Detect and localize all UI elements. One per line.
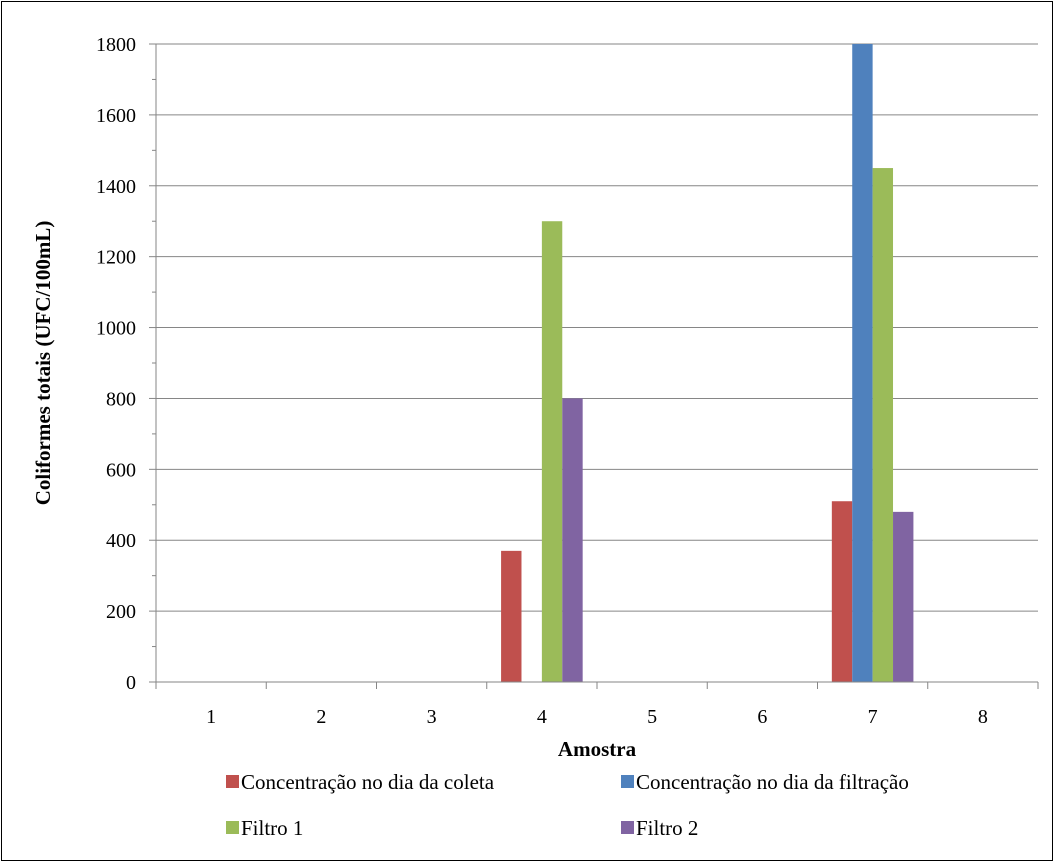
bar-filtro-2-4: [562, 398, 583, 682]
legend-swatch: [621, 775, 634, 788]
y-tick-label: 1400: [96, 176, 136, 198]
bar-filtro-1-7: [872, 168, 894, 683]
y-tick-label: 1200: [96, 247, 136, 269]
legend-label: Filtro 1: [241, 816, 303, 840]
legend-label: Concentração no dia da filtração: [636, 770, 909, 794]
x-tick-label: 1: [206, 706, 216, 728]
y-tick-label: 400: [106, 530, 136, 552]
x-tick-label: 8: [978, 706, 988, 728]
legend-item: Concentração no dia da filtração: [621, 770, 909, 794]
bar-filtro-2-7: [893, 511, 914, 682]
y-tick-label: 1600: [96, 105, 136, 127]
y-tick-label: 200: [106, 601, 136, 623]
bar-concentra-o-no-dia-da-coleta-4: [501, 550, 522, 682]
bar-concentra-o-no-dia-da-filtra-o-7: [852, 44, 873, 682]
legend-item: Filtro 1: [226, 816, 303, 840]
x-tick-label: 4: [537, 706, 547, 728]
legend-item: Filtro 2: [621, 816, 698, 840]
y-tick-label: 0: [126, 672, 136, 694]
x-tick-label: 3: [427, 706, 437, 728]
legend-swatch: [226, 775, 239, 788]
legend-label: Concentração no dia da coleta: [241, 770, 495, 794]
legend: Concentração no dia da coleta Concentraçã…: [226, 770, 909, 840]
y-axis-title: Coliformes totais (UFC/100mL): [31, 221, 55, 506]
x-tick-label: 2: [316, 706, 326, 728]
axes: [149, 43, 1039, 689]
legend-label: Filtro 2: [636, 816, 698, 840]
gridlines: [156, 43, 1038, 612]
x-tick-label: 5: [647, 706, 657, 728]
legend-swatch: [621, 821, 634, 834]
legend-swatch: [226, 821, 239, 834]
bar-filtro-1-4: [541, 221, 563, 682]
bar-concentra-o-no-dia-da-coleta-7: [831, 501, 853, 682]
y-tick-label: 1800: [96, 34, 136, 56]
x-tick-label: 6: [757, 706, 767, 728]
bars: [501, 44, 914, 683]
y-tick-label: 600: [106, 459, 136, 481]
x-tick-labels: 1 2 3 4 5 6 7 8: [206, 706, 988, 728]
legend-item: Concentração no dia da coleta: [226, 770, 495, 794]
x-tick-label: 7: [868, 706, 878, 728]
y-tick-label: 800: [106, 388, 136, 410]
y-tick-labels: 0 200 400 600 800 1000 1200 1400 1600 1800: [96, 34, 136, 694]
x-axis-title: Amostra: [558, 737, 637, 761]
y-tick-label: 1000: [96, 318, 136, 340]
